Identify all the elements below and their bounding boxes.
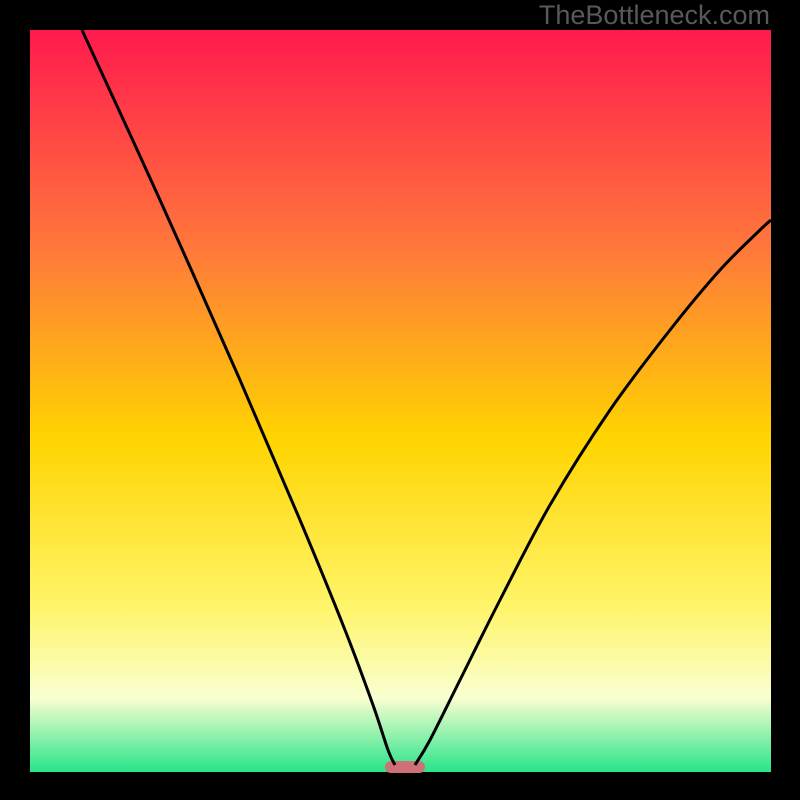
curve-layer <box>0 0 800 800</box>
watermark-text: TheBottleneck.com <box>539 0 770 31</box>
curve-right <box>415 220 771 765</box>
outer-frame: TheBottleneck.com <box>0 0 800 800</box>
curve-left <box>82 30 395 765</box>
